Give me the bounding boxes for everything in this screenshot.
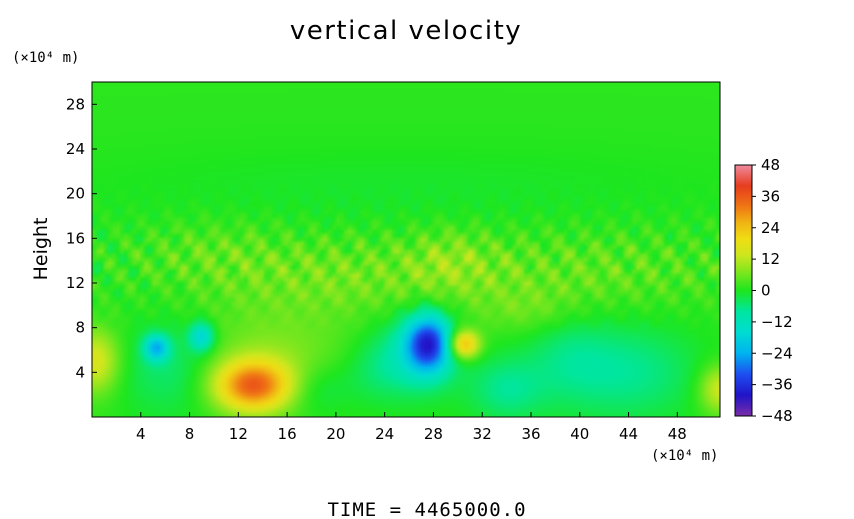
x-tick-label: 8	[185, 425, 195, 443]
colorbar: 48 36 24 12 0 −12 −24 −36 −48	[734, 156, 793, 425]
y-tick-label: 16	[66, 229, 85, 247]
x-tick-label: 32	[473, 425, 492, 443]
x-tick-label: 40	[570, 425, 589, 443]
time-label: TIME = 4465000.0	[327, 499, 526, 519]
colorbar-tick-label: 0	[761, 282, 771, 300]
x-axis-unit: (×10⁴ m)	[651, 448, 718, 464]
x-tick-label: 4	[136, 425, 146, 443]
y-tick-label: 4	[75, 363, 85, 381]
y-tick-label: 20	[66, 185, 85, 203]
x-tick-label: 48	[668, 425, 687, 443]
colorbar-tick-label: −12	[761, 313, 793, 331]
colorbar-tick-label: −36	[761, 376, 793, 394]
y-axis-unit: (×10⁴ m)	[12, 50, 79, 66]
x-tick-label: 16	[278, 425, 297, 443]
colorbar-tick-label: 36	[761, 187, 780, 205]
colorbar-ticks: 48 36 24 12 0 −12 −24 −36 −48	[752, 156, 793, 425]
x-axis-ticks: 4 8 12 16 20 24 28 32 36 40 44 48	[136, 412, 687, 443]
y-axis-label: Height	[30, 218, 52, 281]
x-tick-label: 20	[326, 425, 345, 443]
x-tick-label: 36	[521, 425, 540, 443]
y-tick-label: 24	[66, 140, 85, 158]
y-axis-ticks: 4 8 12 16 20 24 28	[66, 95, 97, 381]
heatmap-field	[92, 82, 720, 417]
colorbar-gradient	[735, 165, 752, 416]
x-tick-label: 12	[229, 425, 248, 443]
x-tick-label: 44	[619, 425, 638, 443]
x-tick-label: 28	[424, 425, 443, 443]
y-tick-label: 12	[66, 274, 85, 292]
colorbar-tick-label: 48	[761, 156, 780, 174]
colorbar-tick-label: 12	[761, 250, 780, 268]
chart-title: vertical velocity	[290, 16, 522, 46]
colorbar-tick-label: −24	[761, 344, 793, 362]
colorbar-tick-label: −48	[761, 407, 793, 425]
y-tick-label: 28	[66, 95, 85, 113]
x-tick-label: 24	[375, 425, 394, 443]
plot-frame	[91, 81, 721, 418]
heatmap-plot-area	[92, 82, 720, 417]
colorbar-tick-label: 24	[761, 219, 780, 237]
y-tick-label: 8	[75, 319, 85, 337]
